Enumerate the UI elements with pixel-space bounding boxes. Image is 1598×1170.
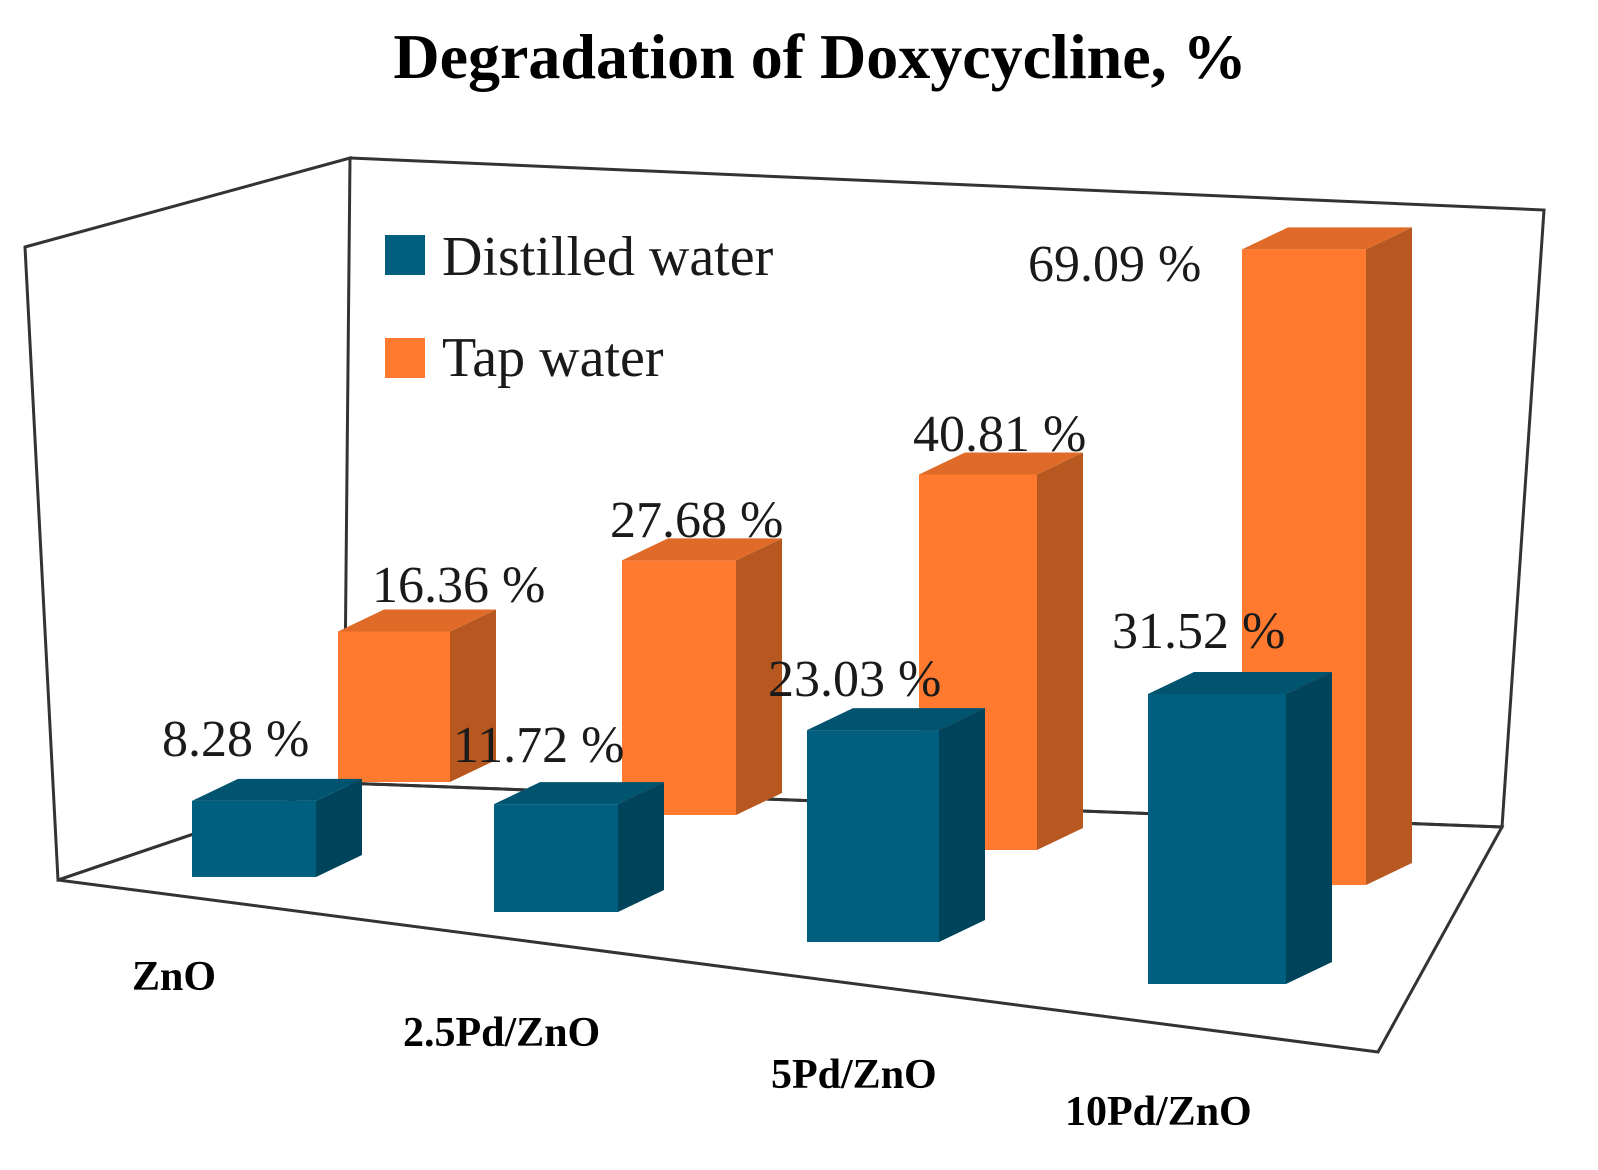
chart-title: Degradation of Doxycycline, %	[393, 21, 1246, 92]
bar-side-tap-water-10pd-zno	[1366, 227, 1412, 885]
bar-side-tap-water-5pd-zno	[1037, 452, 1083, 850]
data-label-tap-water-zno: 16.36 %	[372, 557, 545, 614]
bar-distilled-water-5pd-zno	[807, 708, 985, 942]
bar-top-distilled-water-zno	[192, 778, 362, 801]
bar-front-distilled-water-zno	[192, 800, 316, 877]
bar-tap-water-2-5pd-zno	[622, 538, 782, 815]
category-label-5pd-zno: 5Pd/ZnO	[771, 1052, 937, 1098]
bar-side-tap-water-zno	[450, 609, 496, 782]
bar-front-distilled-water-2-5pd-zno	[494, 804, 618, 912]
legend-label-tap-water: Tap water	[442, 327, 664, 389]
bar-top-distilled-water-2-5pd-zno	[494, 782, 664, 805]
data-label-tap-water-10pd-zno: 69.09 %	[1028, 236, 1201, 293]
bar-front-tap-water-2-5pd-zno	[622, 560, 736, 815]
bar-side-distilled-water-10pd-zno	[1286, 672, 1332, 984]
bar-top-tap-water-zno	[338, 609, 496, 632]
tap-water-bars	[338, 227, 1412, 885]
data-label-distilled-water-2-5pd-zno: 11.72 %	[453, 717, 624, 774]
category-label-zno: ZnO	[132, 954, 216, 1000]
back-wall-left	[23, 156, 352, 883]
legend-label-distilled-water: Distilled water	[442, 226, 774, 288]
legend-swatch-distilled-water	[385, 235, 425, 275]
category-label-2-5pd-zno: 2.5Pd/ZnO	[403, 1010, 600, 1056]
bar-side-distilled-water-5pd-zno	[939, 708, 985, 942]
data-label-tap-water-2-5pd-zno: 27.68 %	[610, 492, 783, 549]
category-label-10pd-zno: 10Pd/ZnO	[1065, 1089, 1252, 1135]
bar-top-tap-water-10pd-zno	[1242, 227, 1412, 250]
data-label-distilled-water-zno: 8.28 %	[162, 711, 309, 768]
data-labels: 16.36 % 27.68 % 40.81 % 69.09 % 8.28 % 11.72 …	[162, 236, 1285, 774]
distilled-water-bars	[192, 672, 1332, 984]
bar-top-tap-water-2-5pd-zno	[622, 538, 782, 561]
data-label-tap-water-5pd-zno: 40.81 %	[913, 406, 1086, 463]
legend-swatch-tap-water	[385, 338, 425, 378]
bar-front-distilled-water-10pd-zno	[1148, 694, 1286, 984]
bar-distilled-water-2-5pd-zno	[494, 782, 664, 912]
bar-side-tap-water-2-5pd-zno	[736, 538, 782, 815]
bar-front-distilled-water-5pd-zno	[807, 730, 939, 942]
bar-distilled-water-10pd-zno	[1148, 672, 1332, 984]
bar-top-tap-water-5pd-zno	[919, 452, 1083, 475]
legend: Distilled water Tap water	[385, 226, 774, 389]
data-label-distilled-water-10pd-zno: 31.52 %	[1112, 603, 1285, 660]
bar-tap-water-zno	[338, 609, 496, 782]
category-labels: ZnO 2.5Pd/ZnO 5Pd/ZnO 10Pd/ZnO	[132, 954, 1252, 1135]
bar-side-distilled-water-2-5pd-zno	[618, 782, 664, 912]
bar-side-distilled-water-zno	[316, 778, 362, 877]
bar-front-tap-water-zno	[338, 631, 450, 782]
bar-distilled-water-zno	[192, 778, 362, 877]
data-label-distilled-water-5pd-zno: 23.03 %	[768, 651, 941, 708]
bar-tap-water-5pd-zno	[919, 452, 1083, 850]
bar-top-distilled-water-10pd-zno	[1148, 672, 1332, 695]
bar-top-distilled-water-5pd-zno	[807, 708, 985, 731]
